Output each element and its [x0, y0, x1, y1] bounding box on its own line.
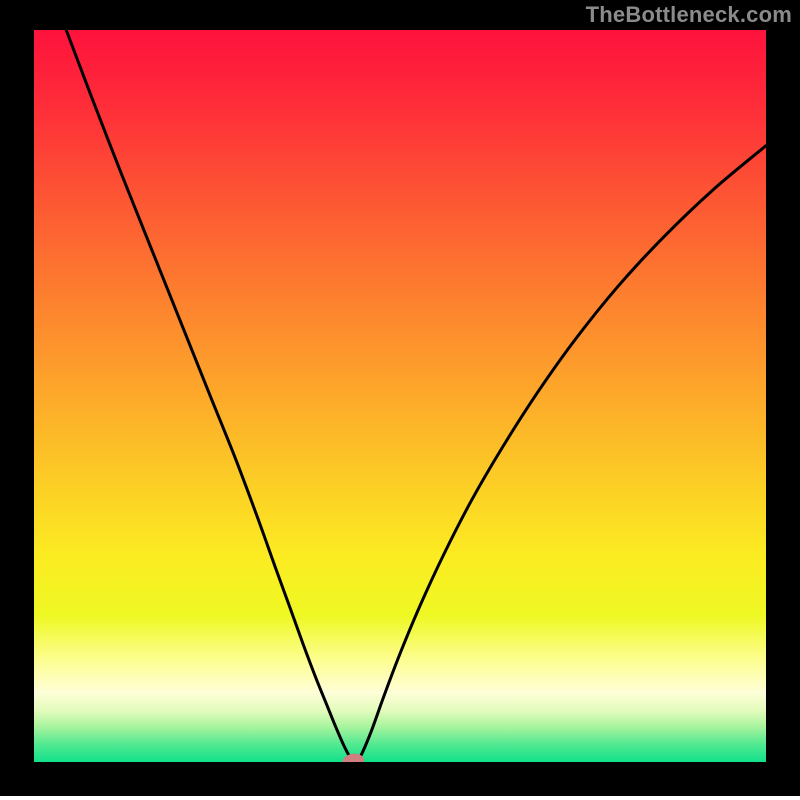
chart-svg [0, 0, 800, 800]
watermark-text: TheBottleneck.com [586, 2, 792, 28]
bottleneck-chart: TheBottleneck.com [0, 0, 800, 800]
